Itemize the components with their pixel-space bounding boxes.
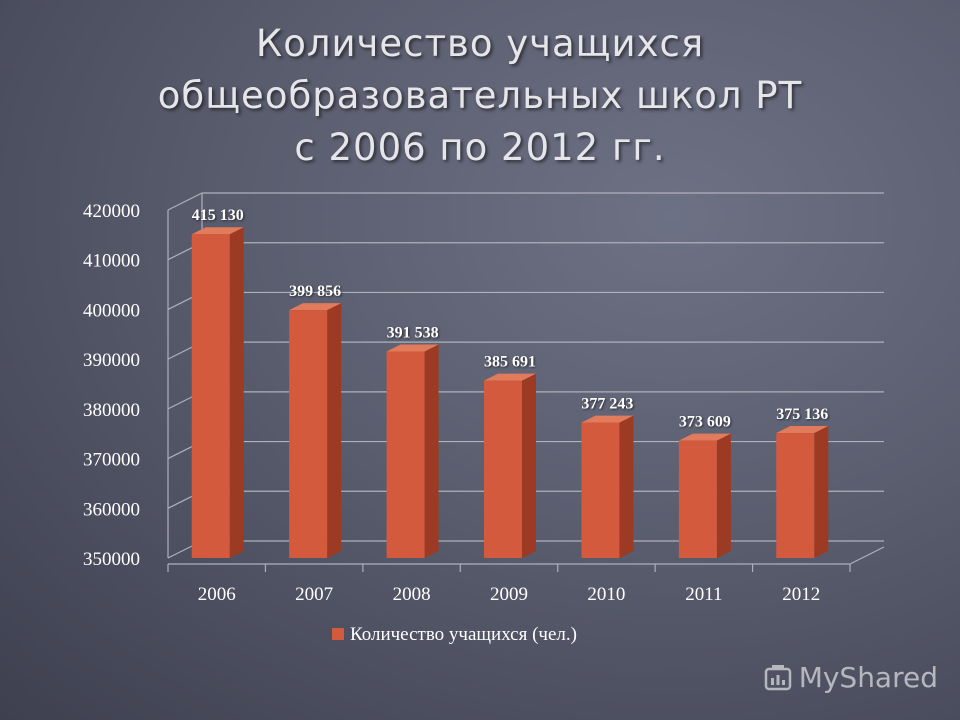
title-line-3: с 2006 по 2012 гг. [294,126,666,169]
data-label: 377 243 [581,396,633,413]
data-label: 385 691 [484,354,536,371]
y-tick-label: 400000 [83,300,140,321]
bar-side [424,344,439,558]
bar [484,380,522,558]
data-label: 391 538 [387,324,439,341]
bar-side [229,227,244,558]
bar [289,310,328,558]
y-tick-label: 360000 [83,499,140,520]
bar [386,351,425,558]
gridline-diagonal [167,192,203,211]
y-tick-label: 370000 [83,450,140,471]
data-label: 373 609 [679,414,731,431]
x-tick-label: 2007 [295,584,333,605]
bar-side [619,415,634,558]
x-tick-label: 2009 [490,584,528,605]
data-label: 375 136 [776,406,828,423]
bar-side [327,303,342,558]
y-tick-label: 420000 [83,201,140,222]
title-line-2: общеобразовательных школ РТ [157,74,803,117]
bar [581,422,620,558]
bar-side [522,373,536,558]
bar-top [386,344,439,352]
watermark: MyShared [763,661,938,694]
watermark-text: MyShared [798,661,938,694]
x-tick-label: 2012 [782,584,820,605]
bar-top [581,415,634,423]
bar [776,433,815,558]
x-tick-label: 2011 [685,584,722,605]
bar-side [814,426,829,558]
bar-top [191,227,244,235]
y-tick-label: 380000 [83,400,140,421]
legend-label: Количество учащихся (чел.) [350,624,577,645]
x-tick-label: 2010 [587,584,625,605]
data-label: 399 856 [289,283,341,300]
x-tick-label: 2008 [393,584,431,605]
chart-title: Количество учащихся общеобразовательных … [0,18,960,174]
floor-right-edge [849,546,885,565]
bar-top [484,373,536,381]
data-label: 415 130 [192,207,244,224]
bar-top [678,433,731,441]
bar [678,440,717,558]
bar-top [776,426,829,434]
y-tick-label: 350000 [83,549,140,570]
bar-side [716,433,731,558]
legend-swatch [332,628,344,640]
y-tick-label: 410000 [83,251,140,272]
bar-top [289,303,342,311]
y-tick-label: 390000 [83,350,140,371]
x-tick-label: 2006 [198,584,236,605]
watermark-logo-icon [764,664,791,690]
bar [191,234,230,558]
title-line-1: Количество учащихся [255,22,705,65]
